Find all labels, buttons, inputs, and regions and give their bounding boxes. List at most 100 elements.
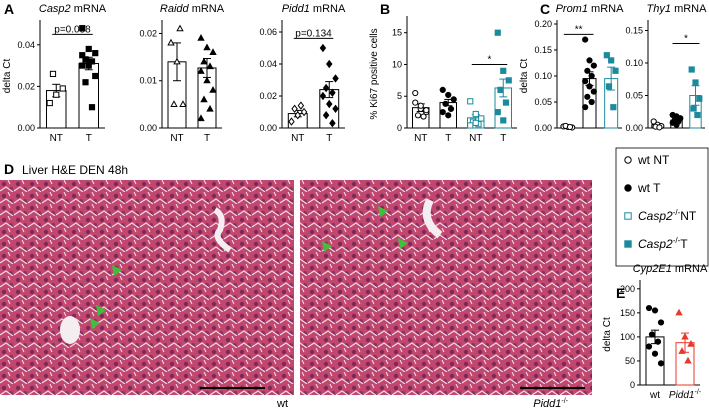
point: [692, 79, 699, 86]
point: [85, 62, 92, 69]
point: [420, 113, 427, 120]
x-tick-label: NT: [170, 133, 183, 144]
point: [657, 319, 665, 326]
y-tick-label: 0.04: [17, 40, 35, 50]
title-suffix: mRNA: [674, 3, 707, 15]
category: T: [204, 133, 210, 144]
superscript: -/-: [673, 208, 681, 217]
y-axis-label: delta Ct: [519, 59, 530, 94]
panel-label: C: [540, 1, 550, 17]
point: [291, 104, 298, 114]
point: [500, 117, 507, 124]
point: [582, 36, 589, 43]
point: [322, 83, 330, 93]
point: [79, 52, 86, 59]
y-tick-label: 0.00: [259, 123, 277, 133]
category: Pidd1: [669, 390, 695, 401]
y-tick-label: 0.20: [534, 19, 552, 29]
histology-image: [0, 180, 294, 395]
point: [288, 117, 295, 126]
category: T: [86, 133, 92, 144]
y-tick-label: 100: [620, 332, 635, 342]
point: [582, 104, 589, 111]
point: [445, 91, 452, 99]
point: [582, 78, 589, 85]
point: [675, 308, 683, 316]
point: [650, 118, 657, 125]
significance-label: **: [575, 24, 583, 35]
point: [494, 29, 501, 36]
legend-marker: [624, 184, 632, 192]
title-suffix: mRNA: [675, 263, 708, 275]
legend-text: wt T: [637, 181, 661, 195]
arrows: [90, 206, 408, 329]
gene: Casp2: [638, 209, 673, 223]
y-tick-label: 0.00: [139, 123, 157, 133]
panel-label: D: [4, 161, 14, 177]
point: [450, 96, 457, 103]
x-tick-label: NT: [50, 133, 63, 144]
point: [500, 67, 507, 74]
point: [206, 62, 214, 70]
title-suffix: mRNA: [313, 3, 346, 15]
point: [92, 72, 99, 80]
point: [329, 118, 336, 128]
point: [319, 91, 327, 101]
significance-label: p=0.134: [295, 28, 332, 39]
y-tick-label: 150: [620, 308, 635, 318]
point: [209, 48, 217, 55]
point: [300, 107, 308, 117]
point: [656, 124, 663, 131]
x-tick-label: T: [445, 133, 451, 144]
point: [203, 43, 211, 51]
point: [688, 66, 695, 73]
category: NT: [469, 133, 482, 144]
legend-marker: [624, 212, 632, 220]
point: [681, 332, 689, 340]
point: [82, 79, 89, 86]
gene: Pidd1: [282, 3, 310, 15]
y-tick-label: 10: [392, 59, 402, 69]
point: [326, 59, 333, 69]
point: [588, 98, 595, 106]
category: NT: [414, 133, 427, 144]
y-tick-label: 0.04: [259, 59, 277, 69]
chart-title: Pidd1 mRNA: [282, 3, 346, 15]
point: [472, 110, 479, 118]
significance-label: p=0.058: [54, 24, 91, 35]
point: [694, 111, 701, 119]
point: [605, 83, 613, 90]
gene: Cyp2E1: [633, 263, 672, 275]
significance-label: *: [488, 54, 492, 65]
panel-label: A: [4, 1, 14, 17]
chart-title: Casp2 mRNA: [39, 3, 107, 15]
category: T: [326, 133, 332, 144]
point: [651, 307, 659, 314]
x-tick-label: wt: [649, 390, 660, 401]
category: NT: [50, 133, 63, 144]
point: [423, 107, 430, 114]
point: [467, 122, 474, 129]
point: [49, 70, 57, 78]
point: [478, 115, 485, 122]
point: [326, 99, 333, 109]
y-tick-label: 0.00: [17, 123, 35, 133]
point: [608, 57, 615, 64]
y-tick-label: 0.00: [625, 123, 643, 133]
point: [79, 25, 86, 32]
y-axis-label: % Ki67 positive cells: [369, 28, 380, 119]
chart-title: Raidd mRNA: [160, 3, 225, 15]
y-tick-label: 0.01: [139, 76, 157, 86]
point: [79, 62, 86, 69]
point: [584, 67, 591, 74]
superscript: -/-: [561, 398, 568, 405]
point: [657, 360, 665, 367]
point: [502, 99, 510, 106]
point: [645, 343, 653, 350]
y-tick-label: 0: [630, 380, 635, 390]
y-tick-label: 0.15: [625, 26, 643, 36]
category: NT: [170, 133, 183, 144]
title-suffix: mRNA: [591, 3, 624, 15]
point: [167, 38, 175, 46]
